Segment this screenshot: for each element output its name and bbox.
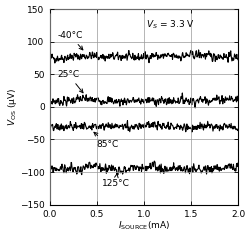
- Text: 25°C: 25°C: [57, 70, 83, 93]
- Text: 125°C: 125°C: [101, 174, 129, 188]
- X-axis label: $I_{\rm SOURCE}$(mA): $I_{\rm SOURCE}$(mA): [117, 220, 169, 233]
- Text: $V_S$ = 3.3 V: $V_S$ = 3.3 V: [145, 19, 194, 31]
- Text: 85°C: 85°C: [94, 132, 118, 149]
- Text: -40°C: -40°C: [57, 31, 82, 50]
- Y-axis label: $V_{\rm OS}$ (µV): $V_{\rm OS}$ (µV): [6, 88, 18, 126]
